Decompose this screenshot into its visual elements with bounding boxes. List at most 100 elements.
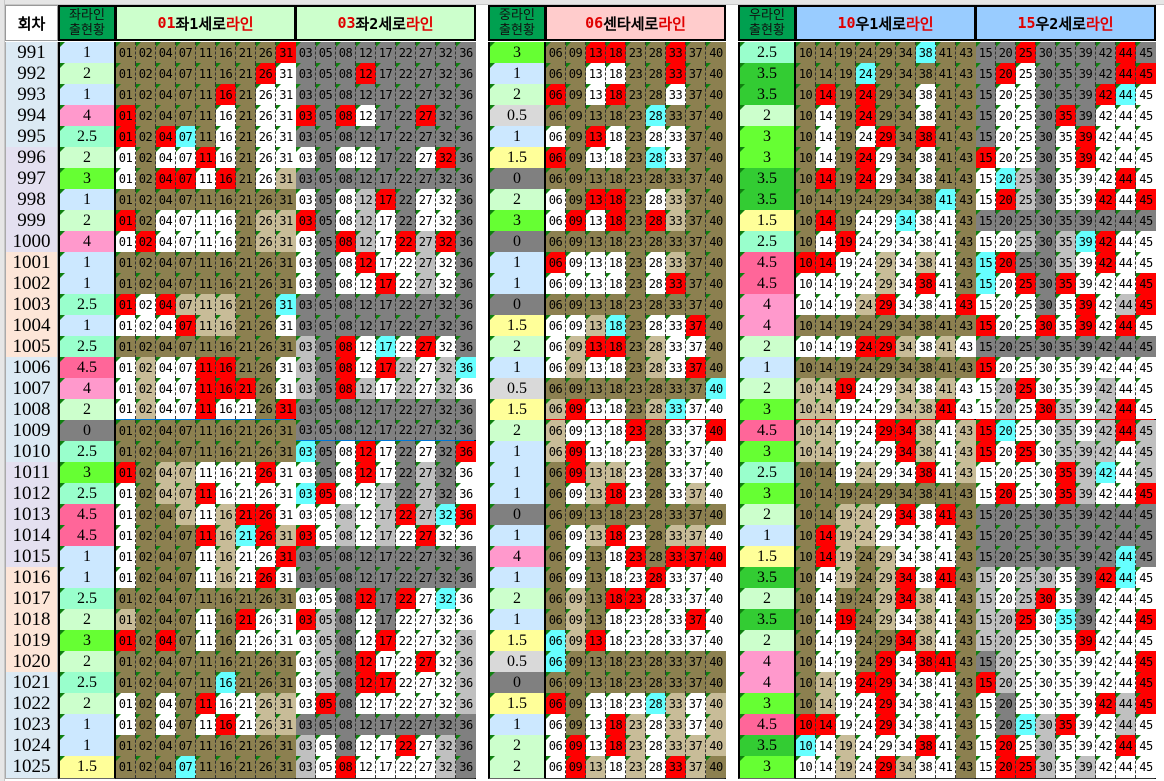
number-cell[interactable]: 19 [836, 378, 856, 400]
round-number[interactable]: 1008 [5, 399, 58, 422]
right-line-count[interactable]: 3 [738, 399, 796, 422]
number-cell[interactable]: 42 [1096, 105, 1116, 127]
number-cell[interactable]: 27 [416, 567, 436, 589]
round-number[interactable]: 1022 [5, 693, 58, 716]
number-cell[interactable]: 43 [956, 483, 976, 505]
number-cell[interactable]: 41 [936, 105, 956, 127]
number-cell[interactable]: 09 [566, 252, 586, 274]
number-cell[interactable]: 33 [666, 378, 686, 400]
number-cell[interactable]: 02 [136, 483, 156, 505]
left-line-count[interactable]: 0 [58, 420, 116, 443]
number-cell[interactable]: 11 [196, 525, 216, 547]
number-cell[interactable]: 30 [1036, 147, 1056, 169]
number-cell[interactable]: 35 [1056, 483, 1076, 505]
number-cell[interactable]: 29 [876, 378, 896, 400]
number-cell[interactable]: 26 [256, 210, 276, 232]
number-cell[interactable]: 38 [916, 231, 936, 253]
number-cell[interactable]: 36 [456, 714, 476, 736]
number-cell[interactable]: 40 [706, 63, 726, 85]
number-cell[interactable]: 23 [626, 252, 646, 274]
number-cell[interactable]: 15 [976, 273, 996, 295]
number-cell[interactable]: 27 [416, 735, 436, 757]
number-cell[interactable]: 17 [376, 42, 396, 64]
number-cell[interactable]: 38 [916, 168, 936, 190]
number-cell[interactable]: 11 [196, 756, 216, 778]
number-cell[interactable]: 19 [836, 462, 856, 484]
number-cell[interactable]: 08 [336, 147, 356, 169]
number-cell[interactable]: 35 [1056, 651, 1076, 673]
number-cell[interactable]: 17 [376, 189, 396, 211]
number-cell[interactable]: 43 [956, 189, 976, 211]
number-cell[interactable]: 22 [396, 735, 416, 757]
number-cell[interactable]: 35 [1056, 504, 1076, 526]
number-cell[interactable]: 05 [316, 588, 336, 610]
number-cell[interactable]: 07 [176, 609, 196, 631]
number-cell[interactable]: 02 [136, 693, 156, 715]
number-cell[interactable]: 36 [456, 210, 476, 232]
number-cell[interactable]: 33 [666, 63, 686, 85]
number-cell[interactable]: 42 [1096, 672, 1116, 694]
number-cell[interactable]: 01 [116, 42, 136, 64]
number-cell[interactable]: 22 [396, 210, 416, 232]
center-line-count[interactable]: 1 [488, 714, 546, 737]
number-cell[interactable]: 17 [376, 630, 396, 652]
number-cell[interactable]: 29 [876, 273, 896, 295]
number-cell[interactable]: 30 [1036, 252, 1056, 274]
number-cell[interactable]: 28 [646, 588, 666, 610]
number-cell[interactable]: 44 [1116, 168, 1136, 190]
left-line-count[interactable]: 2 [58, 147, 116, 170]
number-cell[interactable]: 24 [856, 336, 876, 358]
number-cell[interactable]: 16 [216, 483, 236, 505]
number-cell[interactable]: 39 [1076, 399, 1096, 419]
number-cell[interactable]: 33 [666, 147, 686, 169]
number-cell[interactable]: 43 [956, 147, 976, 169]
number-cell[interactable]: 25 [1016, 189, 1036, 211]
number-cell[interactable]: 34 [896, 126, 916, 148]
number-cell[interactable]: 30 [1036, 441, 1056, 463]
right-line-count[interactable]: 4 [738, 672, 796, 695]
number-cell[interactable]: 29 [876, 294, 896, 316]
number-cell[interactable]: 28 [646, 147, 666, 169]
number-cell[interactable]: 14 [816, 147, 836, 169]
number-cell[interactable]: 10 [796, 147, 816, 169]
left-line-count[interactable]: 1 [58, 42, 116, 65]
number-cell[interactable]: 35 [1056, 210, 1076, 232]
number-cell[interactable]: 27 [416, 483, 436, 505]
number-cell[interactable]: 18 [606, 168, 626, 190]
number-cell[interactable]: 42 [1096, 147, 1116, 169]
number-cell[interactable]: 32 [436, 693, 456, 715]
number-cell[interactable]: 05 [316, 420, 336, 440]
number-cell[interactable]: 06 [546, 399, 566, 419]
number-cell[interactable]: 18 [606, 273, 626, 295]
number-cell[interactable]: 23 [626, 147, 646, 169]
number-cell[interactable]: 15 [976, 336, 996, 358]
center-line-count[interactable]: 2 [488, 756, 546, 779]
number-cell[interactable]: 10 [796, 126, 816, 148]
number-cell[interactable]: 22 [396, 231, 416, 253]
right-line-count[interactable]: 2.5 [738, 42, 796, 65]
number-cell[interactable]: 16 [216, 168, 236, 190]
number-cell[interactable]: 03 [296, 420, 316, 440]
number-cell[interactable]: 01 [116, 630, 136, 652]
number-cell[interactable]: 26 [256, 588, 276, 610]
number-cell[interactable]: 01 [116, 252, 136, 274]
number-cell[interactable]: 30 [1036, 567, 1056, 589]
number-cell[interactable]: 04 [156, 63, 176, 85]
number-cell[interactable]: 19 [836, 504, 856, 526]
number-cell[interactable]: 16 [216, 252, 236, 274]
number-cell[interactable]: 14 [816, 105, 836, 127]
number-cell[interactable]: 42 [1096, 714, 1116, 736]
number-cell[interactable]: 38 [916, 63, 936, 85]
number-cell[interactable]: 45 [1136, 231, 1156, 253]
number-cell[interactable]: 30 [1036, 588, 1056, 610]
number-cell[interactable]: 18 [606, 525, 626, 547]
center-line-count[interactable]: 1.5 [488, 693, 546, 716]
right-line-count[interactable]: 4 [738, 294, 796, 317]
number-cell[interactable]: 34 [896, 756, 916, 778]
number-cell[interactable]: 42 [1096, 84, 1116, 106]
number-cell[interactable]: 11 [196, 126, 216, 148]
number-cell[interactable]: 31 [276, 525, 296, 547]
number-cell[interactable]: 37 [686, 210, 706, 232]
number-cell[interactable]: 28 [646, 651, 666, 673]
number-cell[interactable]: 17 [376, 210, 396, 232]
